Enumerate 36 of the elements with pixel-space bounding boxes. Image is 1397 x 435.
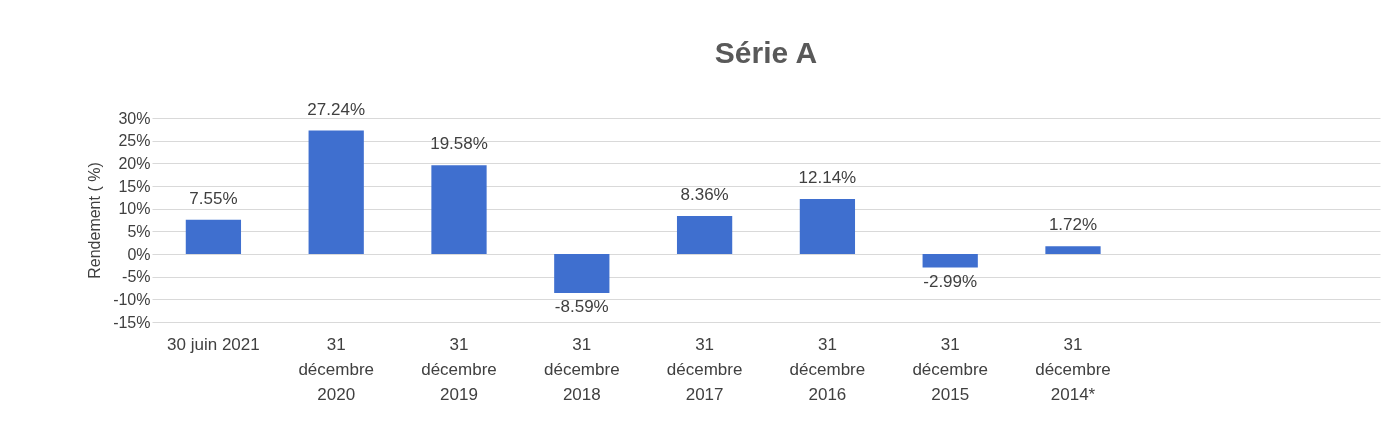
y-tick-label: 15% xyxy=(118,177,151,195)
data-label: 8.36% xyxy=(680,185,729,205)
x-tick-label: 31 décembre 2017 xyxy=(666,334,743,404)
data-label: 27.24% xyxy=(307,99,366,119)
bar xyxy=(185,219,242,254)
bar xyxy=(922,254,978,268)
bar xyxy=(431,165,487,254)
x-tick-label: 31 décembre 2019 xyxy=(421,334,497,404)
y-tick-label: 10% xyxy=(118,200,151,218)
data-label: 19.58% xyxy=(430,134,488,154)
y-tick-label: -10% xyxy=(113,290,151,308)
data-label: 7.55% xyxy=(189,188,238,208)
y-tick-label: -15% xyxy=(113,313,151,331)
x-tick-label: 30 juin 2021 xyxy=(167,334,260,354)
data-label: 1.72% xyxy=(1048,215,1098,235)
y-tick-label: 0% xyxy=(127,245,151,263)
bar xyxy=(799,198,856,254)
y-tick-label: 30% xyxy=(118,109,151,127)
y-tick-label: 25% xyxy=(118,132,151,150)
y-axis-title: Rendement ( %) xyxy=(86,162,104,279)
bar xyxy=(676,216,733,254)
chart-title: Série A xyxy=(714,35,818,69)
bar xyxy=(554,254,610,293)
data-label: -2.99% xyxy=(923,271,978,291)
x-tick-label: 31 décembre 2018 xyxy=(544,334,620,404)
data-label: 12.14% xyxy=(798,167,857,187)
y-tick-label: 20% xyxy=(118,154,151,172)
x-tick-label: 31 décembre 2015 xyxy=(912,334,988,404)
y-tick-label: -5% xyxy=(122,268,151,286)
x-tick-label: 31 décembre 2014* xyxy=(1035,334,1111,404)
x-tick-label: 31 décembre 2016 xyxy=(789,334,866,404)
bar xyxy=(308,130,364,254)
bar xyxy=(1045,246,1101,254)
x-tick-label: 31 décembre 2020 xyxy=(298,334,374,404)
data-label: -8.59% xyxy=(554,296,609,316)
y-tick-label: 5% xyxy=(127,222,151,240)
